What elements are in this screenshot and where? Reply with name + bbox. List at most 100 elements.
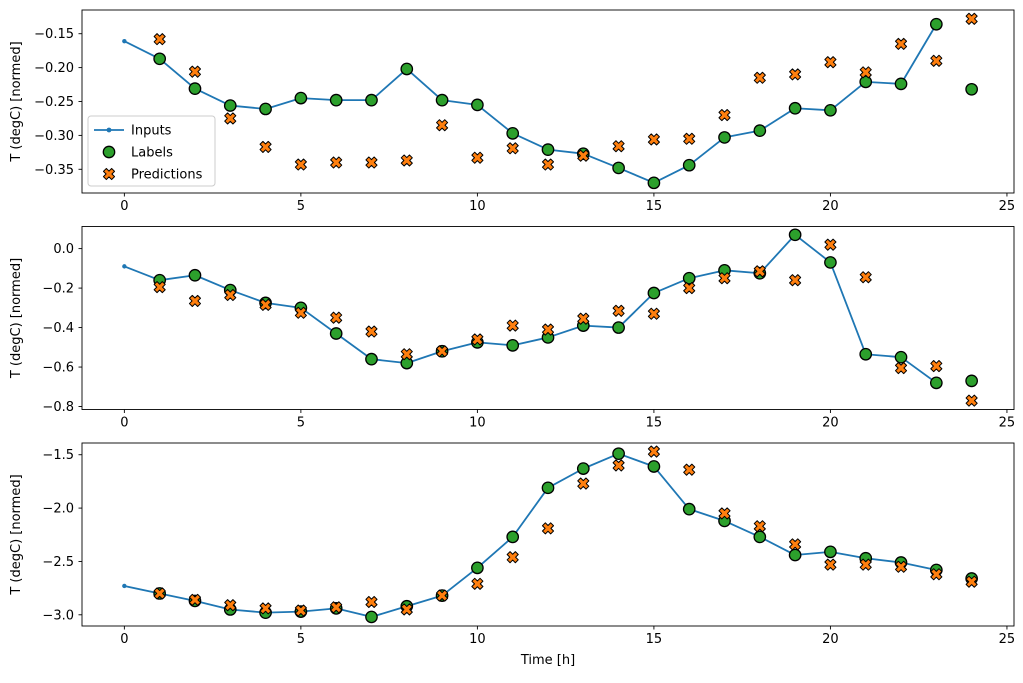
prediction-marker	[330, 311, 343, 324]
label-marker	[541, 143, 555, 156]
label-marker	[435, 93, 449, 107]
prediction-marker	[789, 274, 802, 287]
label-marker	[506, 127, 520, 140]
prediction-marker	[577, 149, 590, 162]
legend: Inputs Labels Predictions	[87, 115, 216, 187]
prediction-marker	[859, 271, 872, 284]
x-tick-label: 10	[469, 199, 486, 214]
legend-item-predictions: Predictions	[131, 168, 203, 183]
prediction-marker	[930, 568, 943, 581]
prediction-marker	[330, 601, 343, 614]
y-tick-label: −1.5	[42, 448, 74, 463]
prediction-marker	[153, 33, 166, 46]
prediction-marker	[718, 109, 731, 122]
label-marker	[965, 82, 978, 96]
x-tick-label: 25	[999, 199, 1016, 214]
prediction-marker	[718, 272, 731, 285]
prediction-marker	[471, 577, 484, 590]
label-marker	[506, 530, 520, 544]
y-axis: 0.0 −0.2 −0.4 −0.6 −0.8	[42, 242, 82, 415]
prediction-marker	[330, 156, 343, 169]
label-marker	[859, 347, 873, 361]
label-marker	[824, 545, 837, 559]
label-marker	[365, 352, 378, 366]
label-marker	[153, 52, 167, 66]
label-marker	[506, 338, 520, 352]
subplot-1: −0.15 −0.20 −0.25 −0.30 −0.35 0 5 10 15 20 25 T (de…	[9, 9, 1015, 214]
x-axis: 0 5 10 15 20 25	[120, 193, 1015, 214]
label-marker	[329, 327, 343, 340]
label-marker	[718, 131, 731, 144]
prediction-marker	[294, 158, 307, 171]
prediction-marker	[894, 361, 908, 375]
x-axis: 0 5 10 15 20 25	[120, 626, 1015, 647]
prediction-marker	[789, 68, 802, 81]
label-marker	[788, 548, 802, 562]
label-marker	[647, 176, 661, 190]
prediction-marker	[224, 599, 237, 612]
predictions-markers	[153, 445, 978, 617]
prediction-marker	[965, 394, 978, 407]
input-dot	[122, 583, 127, 589]
label-marker	[471, 98, 484, 112]
prediction-marker	[718, 507, 731, 520]
y-tick-label: −0.8	[42, 400, 74, 415]
prediction-marker	[294, 306, 307, 319]
prediction-marker	[541, 522, 555, 535]
prediction-marker	[365, 595, 378, 609]
y-tick-label: −2.0	[42, 502, 74, 517]
y-axis: −1.5 −2.0 −2.5 −3.0	[42, 448, 82, 623]
prediction-marker	[294, 604, 307, 617]
x-tick-label: 10	[469, 416, 486, 431]
y-axis-title: T (degC) [normed]	[9, 258, 24, 379]
prediction-marker	[188, 294, 202, 307]
prediction-marker	[541, 158, 555, 171]
label-marker	[894, 350, 908, 364]
prediction-marker	[436, 119, 449, 132]
x-tick-label: 25	[999, 632, 1016, 647]
x-tick-label: 15	[646, 416, 663, 431]
prediction-marker	[612, 140, 625, 153]
label-marker	[824, 103, 837, 117]
prediction-marker	[471, 333, 484, 346]
legend-labels-marker	[102, 145, 116, 159]
label-marker	[647, 460, 661, 473]
label-marker	[894, 77, 908, 91]
x-tick-label: 15	[646, 199, 663, 214]
input-dot	[122, 264, 127, 269]
label-marker	[576, 462, 590, 475]
prediction-marker	[436, 345, 449, 358]
x-tick-label: 5	[297, 416, 305, 431]
label-marker	[541, 481, 555, 495]
y-tick-label: −0.6	[42, 361, 74, 376]
x-axis-title: Time [h]	[520, 653, 575, 668]
y-tick-label: 0.0	[53, 242, 74, 257]
legend-box	[87, 115, 216, 187]
prediction-marker	[188, 593, 202, 606]
prediction-marker	[259, 298, 272, 311]
y-tick-label: −0.30	[34, 129, 74, 144]
prediction-marker	[789, 538, 802, 551]
prediction-marker	[930, 54, 943, 67]
label-marker	[824, 256, 837, 269]
prediction-marker	[188, 65, 202, 78]
prediction-marker	[224, 288, 237, 302]
label-marker	[365, 93, 378, 107]
prediction-marker	[506, 551, 519, 564]
prediction-marker	[224, 112, 237, 125]
y-tick-label: −3.0	[42, 608, 74, 623]
prediction-marker	[647, 445, 660, 458]
x-tick-label: 20	[822, 632, 839, 647]
label-marker	[329, 93, 343, 107]
label-marker	[612, 321, 625, 334]
prediction-marker	[365, 156, 378, 169]
y-tick-label: −2.5	[42, 555, 74, 570]
prediction-marker	[647, 133, 660, 146]
label-marker	[788, 228, 802, 242]
prediction-marker	[400, 154, 413, 167]
prediction-marker	[400, 603, 413, 616]
prediction-marker	[471, 151, 484, 164]
label-marker	[859, 75, 873, 89]
